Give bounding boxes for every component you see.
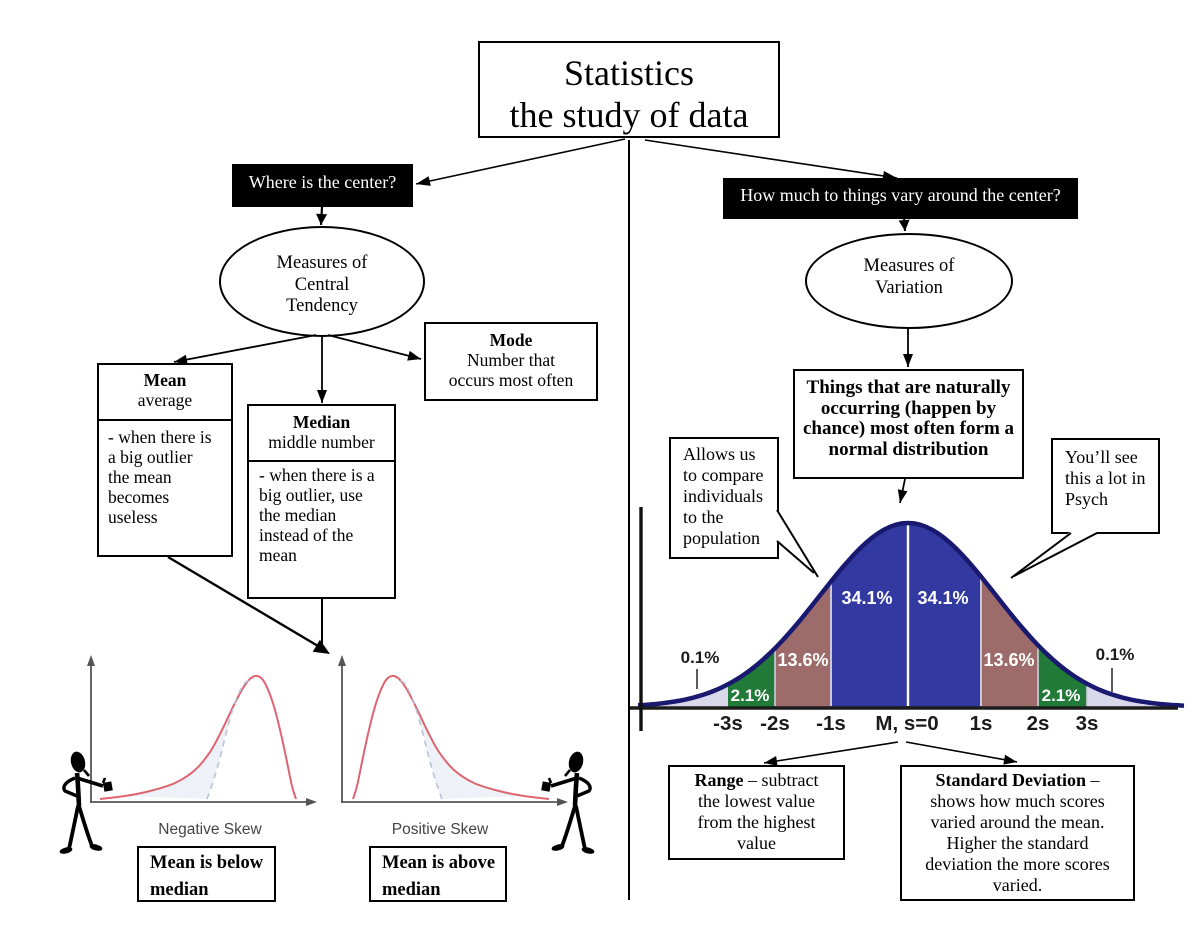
svg-text:13.6%: 13.6% — [983, 650, 1034, 670]
svg-text:M, s=0: M, s=0 — [875, 712, 938, 735]
svg-text:-2s: -2s — [760, 712, 790, 735]
svg-text:1s: 1s — [970, 712, 993, 735]
svg-text:0.1%: 0.1% — [1096, 645, 1135, 664]
svg-text:2.1%: 2.1% — [731, 686, 770, 705]
svg-text:3s: 3s — [1076, 712, 1099, 735]
svg-text:34.1%: 34.1% — [917, 588, 968, 608]
svg-text:34.1%: 34.1% — [841, 588, 892, 608]
svg-text:-3s: -3s — [713, 712, 743, 735]
svg-text:13.6%: 13.6% — [777, 650, 828, 670]
svg-text:2.1%: 2.1% — [1042, 686, 1081, 705]
svg-text:2s: 2s — [1027, 712, 1050, 735]
svg-text:-1s: -1s — [816, 712, 846, 735]
svg-text:0.1%: 0.1% — [681, 648, 720, 667]
